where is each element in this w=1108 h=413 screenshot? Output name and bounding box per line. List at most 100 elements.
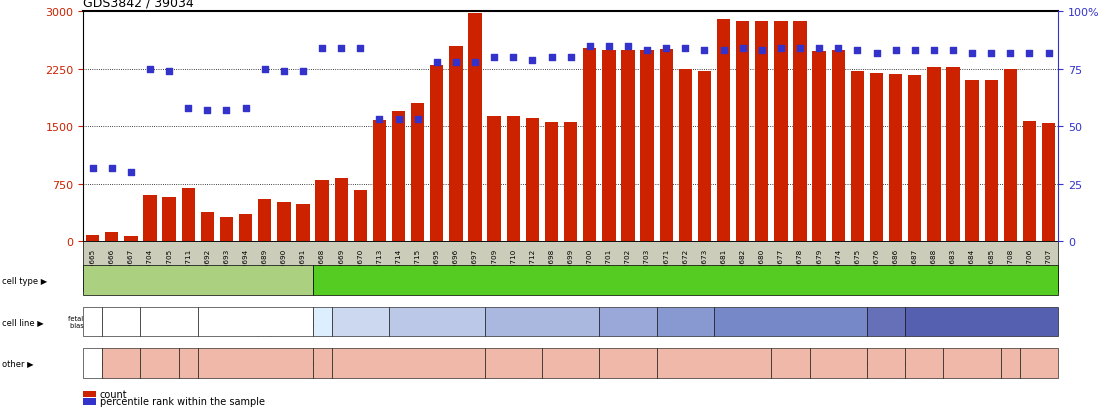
Point [886, 48, 904, 55]
Bar [717, 20, 730, 242]
Text: passage 22: passage 22 [302, 360, 341, 366]
Bar [449, 47, 463, 242]
Bar [163, 197, 176, 242]
Point [944, 48, 962, 55]
Text: fetal lung fibro
blast (MRC-5): fetal lung fibro blast (MRC-5) [68, 315, 117, 328]
Text: induced pluripotent stem cell (iPSC): induced pluripotent stem cell (iPSC) [597, 275, 773, 285]
Point [314, 46, 331, 52]
Text: passage 7: passage 7 [697, 360, 731, 366]
Point [161, 69, 178, 75]
Text: passage 27: passage 27 [494, 360, 533, 366]
Bar [659, 50, 673, 242]
Point [179, 105, 197, 112]
Text: amniotic
ectoderm and
mesoderm
layer (AM): amniotic ectoderm and mesoderm layer (AM… [232, 308, 278, 335]
Bar [143, 196, 156, 242]
Point [772, 46, 790, 52]
Bar [316, 180, 329, 242]
Bar [640, 51, 654, 242]
Point [84, 165, 102, 171]
Bar [430, 66, 443, 242]
Point [963, 50, 981, 57]
Point [1039, 50, 1057, 57]
Text: pas
sage
19: pas sage 19 [1003, 353, 1018, 373]
Bar [736, 21, 749, 242]
Text: count: count [100, 389, 127, 399]
Bar [793, 21, 807, 242]
Bar [622, 51, 635, 242]
Text: passage 18: passage 18 [608, 360, 647, 366]
Text: passage
8: passage 8 [777, 356, 804, 370]
Point [657, 46, 675, 52]
Bar [86, 235, 100, 242]
Point [619, 43, 637, 50]
Point [390, 117, 408, 123]
Bar [564, 122, 577, 242]
Text: passage 13: passage 13 [552, 360, 589, 366]
Bar [678, 70, 692, 242]
Bar [392, 112, 406, 242]
Point [275, 69, 293, 75]
Bar [832, 51, 845, 242]
Bar [1042, 124, 1055, 242]
Point [447, 59, 464, 66]
Bar [889, 75, 902, 242]
Text: UtE-hiPS, 1: UtE-hiPS, 1 [419, 319, 455, 325]
Bar [105, 233, 119, 242]
Point [1020, 50, 1038, 57]
Point [791, 46, 809, 52]
Point [351, 46, 369, 52]
Bar [1023, 122, 1036, 242]
Bar [812, 52, 825, 242]
Point [122, 169, 140, 176]
Text: PAE-hiPS: PAE-hiPS [346, 319, 375, 325]
Bar [201, 213, 214, 242]
Bar [1004, 70, 1017, 242]
Text: AM-hiPS, Lovage: AM-hiPS, Lovage [763, 319, 818, 325]
Text: passage
20: passage 20 [1025, 356, 1053, 370]
Point [466, 59, 484, 66]
Text: pas
sage
10: pas sage 10 [181, 353, 196, 373]
Bar [277, 203, 290, 242]
Bar [985, 81, 998, 242]
Text: somatic cell: somatic cell [168, 275, 227, 285]
Text: percentile rank within the sample: percentile rank within the sample [100, 396, 265, 406]
Point [103, 165, 121, 171]
Text: other ▶: other ▶ [2, 358, 34, 368]
Point [733, 46, 751, 52]
Bar [411, 104, 424, 242]
Text: passage 16: passage 16 [102, 360, 141, 366]
Text: passage 12: passage 12 [866, 360, 905, 366]
Text: uterine endom
etrium (UtE): uterine endom etrium (UtE) [144, 315, 194, 328]
Bar [965, 81, 978, 242]
Point [198, 108, 216, 114]
Text: placental arte
ry-derived
endothelial (PA: placental arte ry-derived endothelial (P… [96, 311, 146, 332]
Text: passage 15: passage 15 [953, 360, 992, 366]
Point [1002, 50, 1019, 57]
Bar [946, 67, 960, 242]
Text: AM-hiPS, Marry: AM-hiPS, Marry [956, 319, 1006, 325]
Text: n/a: n/a [88, 360, 98, 366]
Point [370, 117, 388, 123]
Point [256, 66, 274, 73]
Text: AM-hiPS,
Thyme: AM-hiPS, Thyme [872, 315, 901, 328]
Point [696, 48, 714, 55]
Point [523, 57, 541, 64]
Point [906, 48, 924, 55]
Bar [296, 204, 309, 242]
Point [332, 46, 350, 52]
Bar [870, 74, 883, 242]
Bar [124, 236, 137, 242]
Bar [353, 190, 367, 242]
Point [294, 69, 311, 75]
Bar [182, 188, 195, 242]
Bar [851, 72, 864, 242]
Point [428, 59, 445, 66]
Point [983, 50, 1001, 57]
Bar [335, 179, 348, 242]
Text: AM-hiPS,
Chives: AM-hiPS, Chives [671, 315, 700, 328]
Point [830, 46, 848, 52]
Bar [545, 122, 558, 242]
Bar [525, 119, 540, 242]
Text: MRC-hiPS,
Tic(JCRB1331: MRC-hiPS, Tic(JCRB1331 [300, 315, 345, 328]
Text: passage 18: passage 18 [389, 360, 428, 366]
